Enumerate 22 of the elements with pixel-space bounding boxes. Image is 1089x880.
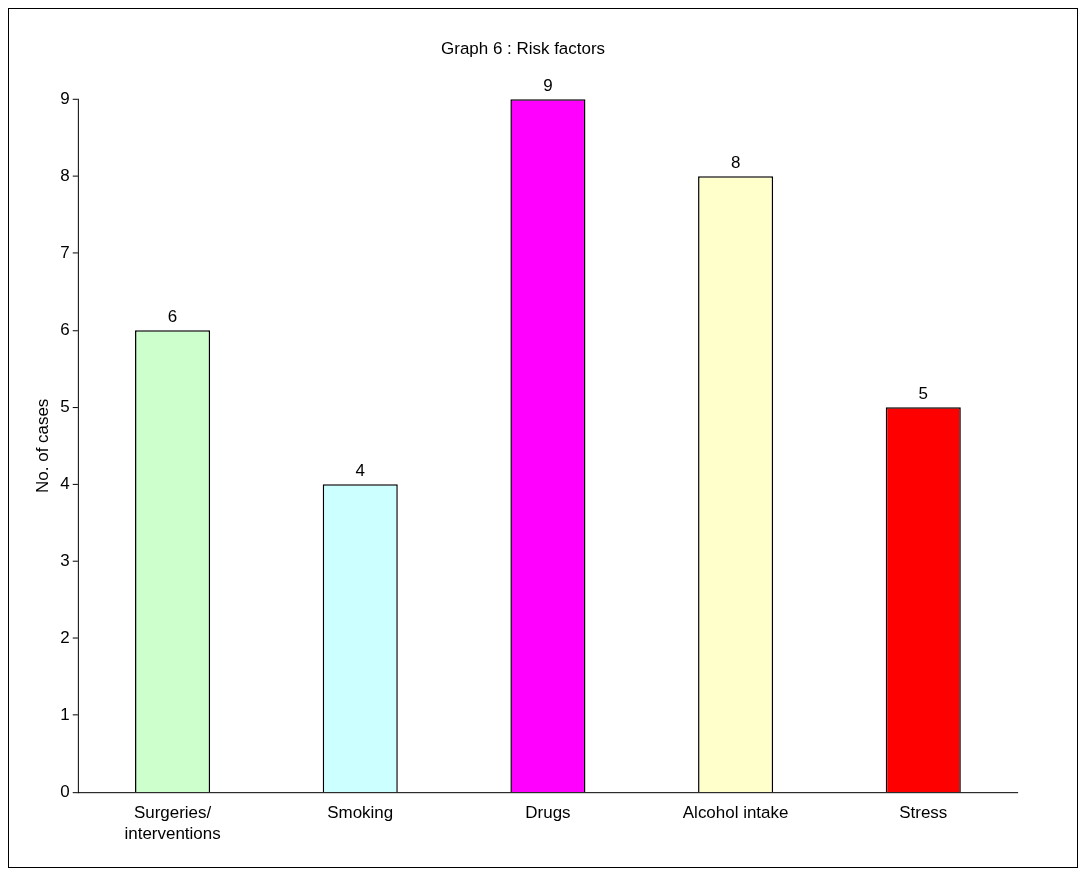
y-tick-label: 0 <box>60 782 70 802</box>
x-tick-label: Drugs <box>525 803 571 823</box>
y-tick-label: 6 <box>60 319 70 339</box>
x-tick-label: Stress <box>899 803 948 823</box>
data-label: 9 <box>543 76 553 96</box>
y-tick-label: 7 <box>60 242 70 262</box>
data-label: 5 <box>918 384 928 404</box>
x-tick-label: Alcohol intake <box>682 803 789 823</box>
x-tick-label: Surgeries/ interventions <box>124 803 221 843</box>
data-label: 8 <box>730 153 741 173</box>
y-axis-title: No. of cases <box>32 398 52 493</box>
data-label: 4 <box>355 461 365 481</box>
y-tick-label: 1 <box>60 705 70 725</box>
chart-title: Graph 6 : Risk factors <box>441 38 606 58</box>
y-tick-label: 5 <box>60 396 70 416</box>
y-tick-label: 3 <box>60 550 70 570</box>
y-tick-label: 4 <box>60 473 70 493</box>
y-tick-label: 9 <box>60 88 70 108</box>
data-label: 6 <box>167 307 178 327</box>
x-tick-label: Smoking <box>327 803 394 823</box>
y-tick-label: 8 <box>60 165 70 185</box>
y-tick-label: 2 <box>60 628 70 648</box>
